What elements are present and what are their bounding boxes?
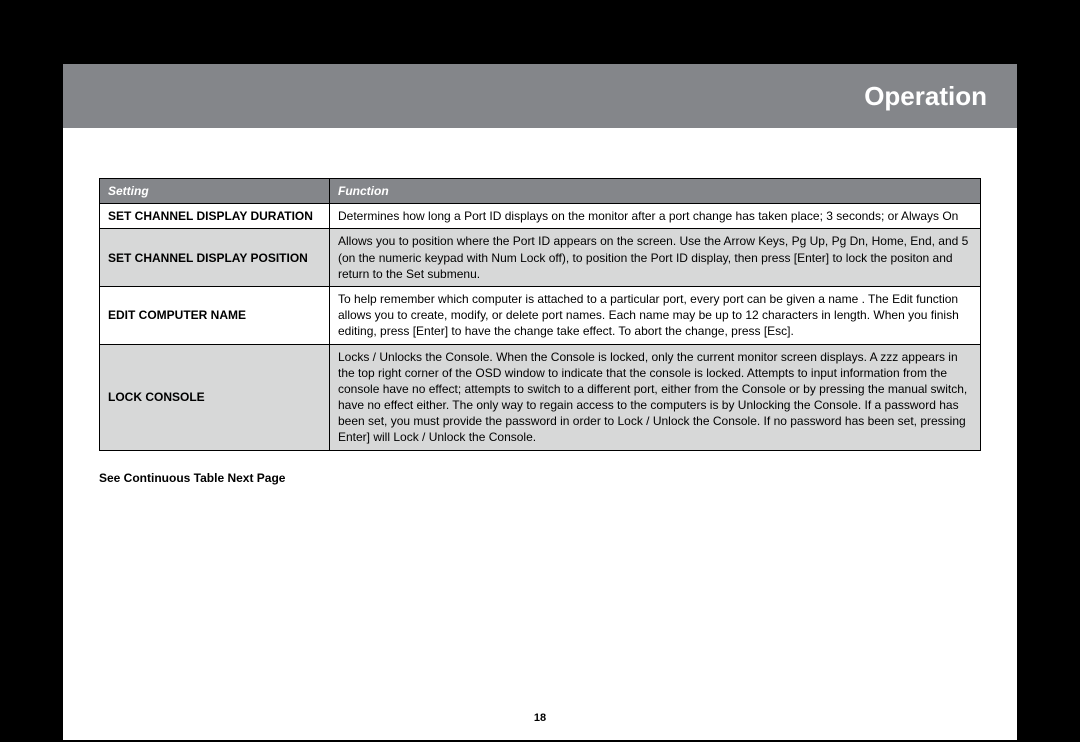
setting-name-cell: SET CHANNEL DISPLAY POSITION bbox=[100, 229, 330, 287]
page-title: Operation bbox=[864, 81, 987, 112]
settings-table: Setting Function SET CHANNEL DISPLAY DUR… bbox=[99, 178, 981, 451]
function-cell: Determines how long a Port ID displays o… bbox=[330, 204, 981, 229]
col-header-function: Function bbox=[330, 179, 981, 204]
page-number: 18 bbox=[63, 712, 1017, 724]
header-bar: Operation bbox=[63, 64, 1017, 128]
page-content: Setting Function SET CHANNEL DISPLAY DUR… bbox=[63, 128, 1017, 485]
setting-name-cell: SET CHANNEL DISPLAY DURATION bbox=[100, 204, 330, 229]
setting-name-cell: LOCK CONSOLE bbox=[100, 344, 330, 450]
function-cell: To help remember which computer is attac… bbox=[330, 286, 981, 344]
manual-page: Operation Setting Function SET CHANNEL D… bbox=[63, 64, 1017, 740]
col-header-setting: Setting bbox=[100, 179, 330, 204]
table-row: SET CHANNEL DISPLAY POSITION Allows you … bbox=[100, 229, 981, 287]
function-cell: Allows you to position where the Port ID… bbox=[330, 229, 981, 287]
table-row: LOCK CONSOLE Locks / Unlocks the Console… bbox=[100, 344, 981, 450]
table-header-row: Setting Function bbox=[100, 179, 981, 204]
table-row: EDIT COMPUTER NAME To help remember whic… bbox=[100, 286, 981, 344]
table-row: SET CHANNEL DISPLAY DURATION Determines … bbox=[100, 204, 981, 229]
continuation-note: See Continuous Table Next Page bbox=[99, 471, 981, 485]
function-cell: Locks / Unlocks the Console. When the Co… bbox=[330, 344, 981, 450]
setting-name-cell: EDIT COMPUTER NAME bbox=[100, 286, 330, 344]
